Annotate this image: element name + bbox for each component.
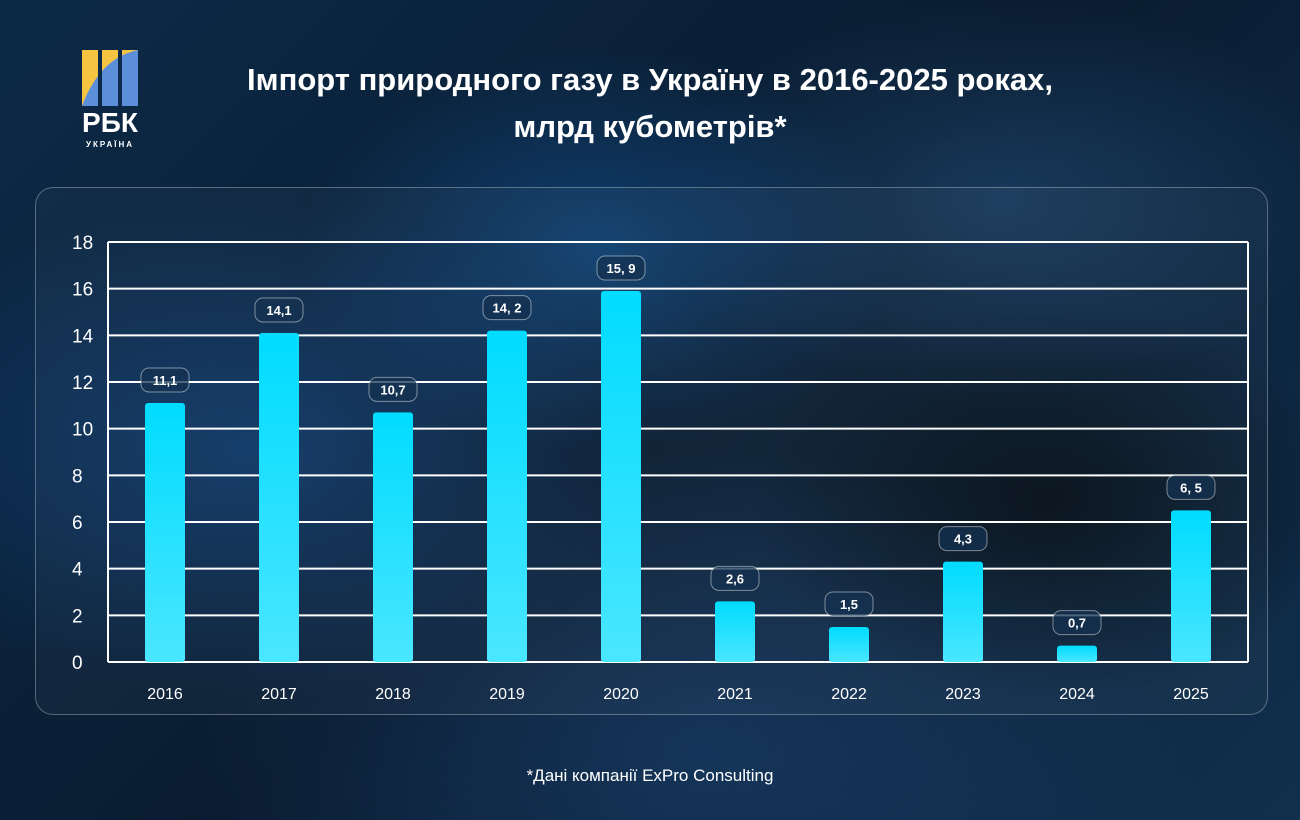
rbk-logo: РБК УКРАЇНА (80, 50, 140, 150)
data-label: 0,7 (1068, 616, 1086, 631)
bar-2020 (601, 291, 641, 662)
y-tick-label: 0 (72, 653, 83, 674)
data-label-box (824, 591, 874, 617)
chart-title-line1: Імпорт природного газу в Україну в 2016-… (247, 62, 1053, 97)
data-label: 6, 5 (1180, 480, 1202, 495)
x-tick-label: 2021 (717, 686, 753, 703)
data-label: 1,5 (840, 597, 858, 612)
data-label: 11,1 (153, 373, 178, 388)
bar-2023 (943, 561, 983, 662)
y-tick-label: 10 (72, 420, 93, 441)
data-label: 15, 9 (607, 261, 636, 276)
chart-title-line2: млрд кубометрів* (513, 109, 787, 144)
x-tick-label: 2024 (1059, 686, 1095, 703)
data-label: 10,7 (380, 382, 405, 397)
x-tick-label: 2018 (375, 686, 411, 703)
data-label: 4,3 (954, 532, 972, 547)
bar-2019 (487, 330, 527, 662)
bar-2025 (1171, 510, 1211, 662)
data-label-box (254, 297, 304, 323)
chart-title: Імпорт природного газу в Україну в 2016-… (150, 56, 1150, 150)
footnote: *Дані компанії ExPro Consulting (526, 766, 774, 785)
x-tick-label: 2020 (603, 686, 639, 703)
x-tick-label: 2023 (945, 686, 981, 703)
x-tick-label: 2025 (1173, 686, 1209, 703)
logo-subtext: УКРАЇНА (85, 140, 135, 149)
y-tick-label: 14 (72, 326, 94, 347)
data-label-box (1052, 610, 1102, 636)
data-label: 14, 2 (493, 301, 522, 316)
data-label: 14,1 (266, 303, 291, 318)
y-tick-label: 8 (72, 466, 83, 487)
y-tick-label: 4 (72, 560, 83, 581)
y-tick-label: 12 (72, 373, 93, 394)
x-tick-label: 2022 (831, 686, 867, 703)
bar-2024 (1057, 645, 1097, 662)
chart-panel (35, 187, 1268, 715)
data-label-box (140, 367, 190, 393)
data-label-box (938, 526, 988, 552)
bar-2016 (145, 403, 185, 662)
x-tick-label: 2019 (489, 686, 525, 703)
data-label-box (1166, 474, 1216, 500)
bar-2021 (715, 601, 755, 662)
rbk-logo-mark (82, 50, 138, 106)
x-tick-label: 2016 (147, 686, 183, 703)
y-tick-label: 2 (72, 606, 83, 627)
bar-2017 (259, 333, 299, 662)
data-label-box (596, 255, 646, 281)
logo-text: РБК (82, 107, 138, 138)
y-tick-label: 6 (72, 513, 83, 534)
bar-2022 (829, 627, 869, 662)
data-label-box (710, 565, 760, 591)
y-tick-label: 18 (72, 233, 93, 254)
data-label-box (368, 376, 418, 402)
bar-2018 (373, 412, 413, 662)
y-tick-label: 16 (72, 280, 93, 301)
data-label-box (482, 295, 532, 321)
data-label: 2,6 (726, 571, 744, 586)
x-tick-label: 2017 (261, 686, 297, 703)
